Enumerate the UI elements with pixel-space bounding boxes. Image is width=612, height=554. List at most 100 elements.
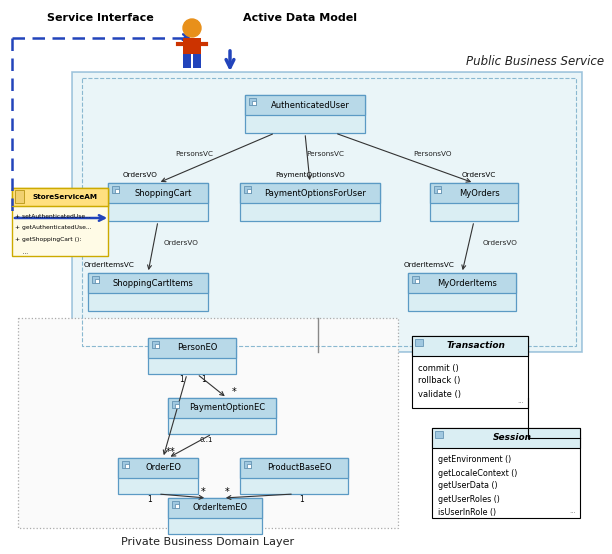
Text: OrderItemsVC: OrderItemsVC <box>404 262 455 268</box>
FancyBboxPatch shape <box>430 183 518 221</box>
FancyBboxPatch shape <box>15 190 24 203</box>
Text: 1: 1 <box>201 376 206 384</box>
FancyBboxPatch shape <box>183 54 191 68</box>
FancyBboxPatch shape <box>408 273 516 311</box>
FancyBboxPatch shape <box>108 183 208 221</box>
Text: Service Interface: Service Interface <box>47 13 154 23</box>
FancyBboxPatch shape <box>435 431 443 438</box>
FancyBboxPatch shape <box>115 189 119 193</box>
FancyBboxPatch shape <box>155 344 159 348</box>
FancyBboxPatch shape <box>412 336 528 356</box>
FancyBboxPatch shape <box>415 339 423 346</box>
Text: ShoppingCartItems: ShoppingCartItems <box>113 279 193 288</box>
Text: getUserData (): getUserData () <box>438 481 498 490</box>
FancyBboxPatch shape <box>408 273 516 293</box>
FancyBboxPatch shape <box>247 464 251 468</box>
FancyBboxPatch shape <box>148 338 236 358</box>
Text: 1: 1 <box>147 495 152 505</box>
FancyBboxPatch shape <box>193 54 201 68</box>
Text: OrdersVO: OrdersVO <box>122 172 157 178</box>
Text: + setAuthenticatedUse...: + setAuthenticatedUse... <box>15 213 91 218</box>
Text: OrdersVO: OrdersVO <box>163 240 198 246</box>
FancyBboxPatch shape <box>168 398 276 434</box>
FancyBboxPatch shape <box>172 401 179 408</box>
FancyBboxPatch shape <box>112 186 119 193</box>
FancyBboxPatch shape <box>412 336 528 408</box>
FancyBboxPatch shape <box>168 498 262 518</box>
Text: StoreServiceAM: StoreServiceAM <box>32 194 97 200</box>
Text: Transaction: Transaction <box>447 341 506 351</box>
FancyBboxPatch shape <box>175 404 179 408</box>
Text: PaymentOptionsVO: PaymentOptionsVO <box>275 172 345 178</box>
Text: OrdersVO: OrdersVO <box>483 240 517 246</box>
Text: MyOrderItems: MyOrderItems <box>437 279 497 288</box>
Circle shape <box>183 19 201 37</box>
FancyBboxPatch shape <box>92 276 99 283</box>
Text: ...: ... <box>15 249 28 254</box>
FancyBboxPatch shape <box>244 461 251 468</box>
FancyBboxPatch shape <box>118 458 198 478</box>
Text: OrderItemEO: OrderItemEO <box>192 504 248 512</box>
FancyBboxPatch shape <box>168 498 262 534</box>
Text: isUserInRole (): isUserInRole () <box>438 507 496 516</box>
FancyBboxPatch shape <box>95 279 99 283</box>
FancyBboxPatch shape <box>18 318 398 528</box>
FancyBboxPatch shape <box>244 186 251 193</box>
Text: 1: 1 <box>300 495 304 505</box>
FancyBboxPatch shape <box>168 398 276 418</box>
Text: Public Business Service: Public Business Service <box>466 55 604 68</box>
FancyBboxPatch shape <box>437 189 441 193</box>
Text: 1: 1 <box>180 376 184 384</box>
FancyBboxPatch shape <box>125 464 129 468</box>
Text: validate (): validate () <box>418 389 461 398</box>
Text: Private Business Domain Layer: Private Business Domain Layer <box>121 537 294 547</box>
Text: + getAuthenticatedUse...: + getAuthenticatedUse... <box>15 225 92 230</box>
Text: OrderItemsVC: OrderItemsVC <box>84 262 135 268</box>
Text: + getShoppingCart ():: + getShoppingCart (): <box>15 238 81 243</box>
FancyBboxPatch shape <box>240 458 348 494</box>
FancyBboxPatch shape <box>88 273 208 311</box>
FancyBboxPatch shape <box>152 341 159 348</box>
Text: OrdersVC: OrdersVC <box>462 172 496 178</box>
FancyBboxPatch shape <box>12 188 108 256</box>
Text: PaymentOptionsForUser: PaymentOptionsForUser <box>264 188 366 197</box>
FancyBboxPatch shape <box>412 276 419 283</box>
FancyBboxPatch shape <box>432 428 580 518</box>
FancyBboxPatch shape <box>72 72 582 352</box>
Text: Session: Session <box>493 433 531 443</box>
FancyBboxPatch shape <box>430 183 518 203</box>
Text: ...: ... <box>569 508 576 514</box>
Text: OrderEO: OrderEO <box>145 464 181 473</box>
Text: rollback (): rollback () <box>418 377 460 386</box>
Text: PersonsVC: PersonsVC <box>176 151 214 157</box>
Text: *: * <box>166 447 170 457</box>
Text: getUserRoles (): getUserRoles () <box>438 495 500 504</box>
FancyBboxPatch shape <box>240 458 348 478</box>
FancyBboxPatch shape <box>240 183 380 203</box>
Text: PersonsVC: PersonsVC <box>307 151 345 157</box>
FancyBboxPatch shape <box>247 189 251 193</box>
FancyBboxPatch shape <box>415 279 419 283</box>
FancyBboxPatch shape <box>434 186 441 193</box>
Text: ...: ... <box>517 398 524 404</box>
Text: ProductBaseEO: ProductBaseEO <box>267 464 331 473</box>
FancyBboxPatch shape <box>240 183 380 221</box>
FancyBboxPatch shape <box>175 504 179 508</box>
FancyBboxPatch shape <box>148 338 236 374</box>
FancyBboxPatch shape <box>245 95 365 133</box>
Text: PersonEO: PersonEO <box>177 343 217 352</box>
Text: getEnvironment (): getEnvironment () <box>438 455 511 464</box>
FancyBboxPatch shape <box>12 188 108 206</box>
Text: *: * <box>225 487 230 497</box>
FancyBboxPatch shape <box>88 273 208 293</box>
FancyBboxPatch shape <box>249 98 256 105</box>
FancyBboxPatch shape <box>252 101 256 105</box>
Text: 0..1: 0..1 <box>200 437 213 443</box>
Text: *: * <box>231 387 236 397</box>
FancyBboxPatch shape <box>245 95 365 115</box>
FancyBboxPatch shape <box>432 428 580 448</box>
FancyBboxPatch shape <box>122 461 129 468</box>
Text: Active Data Model: Active Data Model <box>243 13 357 23</box>
Text: *: * <box>201 487 206 497</box>
Text: MyOrders: MyOrders <box>458 188 499 197</box>
